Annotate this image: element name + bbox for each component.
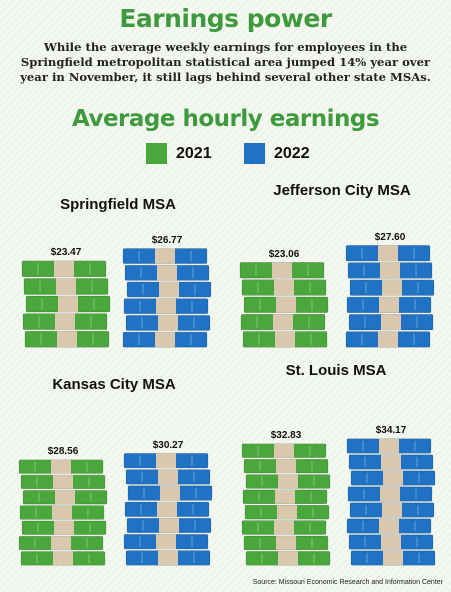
legend-label-2022: 2022 [274,145,310,162]
stack-springfield-2022 [122,248,212,348]
legend-label-2021: 2021 [176,145,212,162]
value-label-kansas-city-2021: $28.56 [47,446,79,457]
value-label-springfield-2022: $26.77 [151,234,183,246]
value-label-st-louis-2021: $32.83 [270,430,302,442]
legend-swatch-2021 [146,143,167,164]
stack-jefferson-city-2022 [345,245,435,348]
stack-st-louis-2022 [346,438,436,566]
legend-swatch-2022 [244,143,265,164]
panel-title-kansas-city: Kansas City MSA [52,376,176,393]
stack-kansas-city-2022 [123,453,213,566]
value-label-jefferson-city-2021: $23.06 [268,248,300,260]
stack-springfield-2021 [21,260,111,348]
stack-jefferson-city-2021 [239,262,329,348]
page-subtitle: While the average weekly earnings for em… [20,40,431,84]
stack-st-louis-2021 [241,443,331,566]
stack-kansas-city-2021 [18,459,108,566]
panel-title-st-louis: St. Louis MSA [285,362,387,379]
value-label-kansas-city-2022: $30.27 [152,439,184,451]
panel-title-springfield: Springfield MSA [60,196,176,213]
value-label-jefferson-city-2022: $27.60 [374,231,406,243]
source-note: Source: Missouri Economic Research and I… [252,579,443,586]
page-title: Earnings power [119,4,332,33]
panel-title-jefferson-city: Jefferson City MSA [273,182,411,199]
value-label-st-louis-2022: $34.17 [375,425,407,436]
chart-title: Average hourly earnings [71,106,380,132]
value-label-springfield-2021: $23.47 [50,247,82,259]
